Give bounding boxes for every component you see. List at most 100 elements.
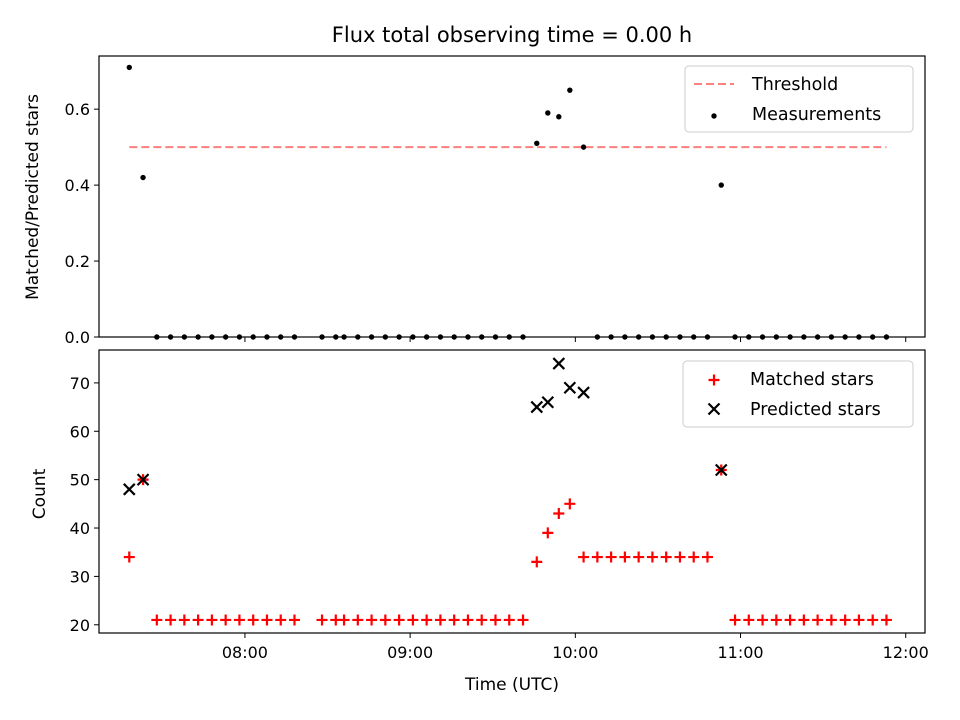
matched-star-point xyxy=(674,551,686,563)
top-y-tick-label: 0.0 xyxy=(65,328,90,347)
top-axes: 0.0 0.2 0.4 0.6 Threshold Measurements xyxy=(65,55,926,347)
matched-star-point xyxy=(531,556,543,568)
matched-star-point xyxy=(660,551,672,563)
bottom-plot-frame xyxy=(98,349,926,634)
matched-star-point xyxy=(825,614,837,626)
matched-star-point xyxy=(564,498,576,510)
predicted-star-point xyxy=(707,402,721,416)
legend-threshold-label: Threshold xyxy=(751,75,838,95)
matched-star-point xyxy=(434,614,446,626)
legend-matched-label: Matched stars xyxy=(750,370,874,390)
bottom-y-tick-label: 30 xyxy=(70,567,90,586)
top-y-axis-label: Matched/Predicted stars xyxy=(23,94,43,300)
bottom-legend: Matched stars Predicted stars xyxy=(682,360,914,428)
x-tick-label: 08:00 xyxy=(222,643,268,662)
x-axis-label: Time (UTC) xyxy=(464,675,559,695)
matched-star-point xyxy=(261,614,273,626)
bottom-y-tick-label: 70 xyxy=(70,374,90,393)
legend-measurements-swatch xyxy=(711,113,717,119)
matched-star-point xyxy=(867,614,879,626)
bottom-y-tick-label: 50 xyxy=(70,471,90,490)
measurement-point xyxy=(126,64,132,71)
matched-star-point xyxy=(708,374,720,386)
matched-star-point xyxy=(688,551,700,563)
matched-star-point xyxy=(605,551,617,563)
matched-star-point xyxy=(393,614,405,626)
matched-star-point xyxy=(338,614,350,626)
matched-star-point xyxy=(165,614,177,626)
matched-star-point xyxy=(517,614,529,626)
matched-star-point xyxy=(743,614,755,626)
matched-star-point xyxy=(421,614,433,626)
matched-star-point xyxy=(812,614,824,626)
matched-star-point xyxy=(839,614,851,626)
matched-star-point xyxy=(591,551,603,563)
matched-star-point xyxy=(178,614,190,626)
matched-star-point xyxy=(220,614,232,626)
measurement-point xyxy=(545,110,551,116)
matched-star-point xyxy=(476,614,488,626)
matched-star-point xyxy=(646,551,658,563)
x-tick-label: 10:00 xyxy=(552,643,598,662)
predicted-star-point xyxy=(577,386,590,399)
top-y-tick-label: 0.6 xyxy=(65,100,90,119)
matched-star-point xyxy=(123,551,135,563)
matched-star-point xyxy=(489,614,501,626)
matched-star-point xyxy=(553,508,565,520)
top-plot-frame xyxy=(98,55,926,338)
matched-star-point xyxy=(757,614,769,626)
matched-star-point xyxy=(379,614,391,626)
top-legend: Threshold Measurements xyxy=(684,65,914,133)
top-y-tick-label: 0.2 xyxy=(65,252,90,271)
bottom-y-tick-label: 40 xyxy=(70,519,90,538)
matched-star-point xyxy=(633,551,645,563)
matched-star-point xyxy=(503,614,515,626)
bottom-axes: 20 30 40 50 60 70 08:00 09:00 10:00 11:00 12:00 Mat… xyxy=(70,349,929,662)
matched-star-point xyxy=(316,614,328,626)
matched-star-point xyxy=(770,614,782,626)
predicted-star-point xyxy=(714,463,728,477)
measurement-point xyxy=(580,144,587,150)
matched-star-point xyxy=(352,614,364,626)
matched-star-point xyxy=(784,614,796,626)
predicted-star-point xyxy=(123,483,136,496)
bottom-y-tick-label: 20 xyxy=(70,616,90,635)
x-tick-label: 12:00 xyxy=(883,643,929,662)
matched-star-point xyxy=(366,614,378,626)
matched-star-point xyxy=(275,614,287,626)
predicted-star-point xyxy=(530,400,544,414)
matched-star-point xyxy=(619,551,631,563)
matched-star-point xyxy=(233,614,245,626)
measurement-point xyxy=(534,140,540,147)
bottom-legend-box xyxy=(682,360,914,428)
matched-star-point xyxy=(192,614,204,626)
matched-star-point xyxy=(462,614,474,626)
x-tick-label: 09:00 xyxy=(387,643,433,662)
legend-measurements-label: Measurements xyxy=(752,105,881,125)
matched-star-point xyxy=(798,614,810,626)
top-y-tick-label: 0.4 xyxy=(65,176,90,195)
matched-star-point xyxy=(151,614,163,626)
bottom-y-tick-label: 60 xyxy=(70,422,90,441)
matched-star-point xyxy=(206,614,218,626)
chart-title: Flux total observing time = 0.00 h xyxy=(332,23,692,47)
legend-predicted-label: Predicted stars xyxy=(750,400,881,420)
measurement-point xyxy=(556,114,562,120)
matched-star-point xyxy=(288,614,300,626)
predicted-star-point xyxy=(136,473,150,486)
predicted-star-point xyxy=(552,357,566,370)
matched-star-point xyxy=(578,551,590,563)
matched-star-point xyxy=(247,614,259,626)
matched-star-point xyxy=(701,551,713,563)
matched-star-point xyxy=(880,614,892,626)
x-tick-label: 11:00 xyxy=(717,643,763,662)
matched-star-point xyxy=(729,614,741,626)
matched-star-point xyxy=(853,614,865,626)
top-legend-box xyxy=(684,65,914,133)
bottom-y-axis-label: Count xyxy=(30,468,50,519)
measurement-point xyxy=(567,87,573,93)
matched-star-point xyxy=(407,614,419,626)
predicted-star-point xyxy=(563,381,577,395)
measurement-point xyxy=(718,182,724,188)
